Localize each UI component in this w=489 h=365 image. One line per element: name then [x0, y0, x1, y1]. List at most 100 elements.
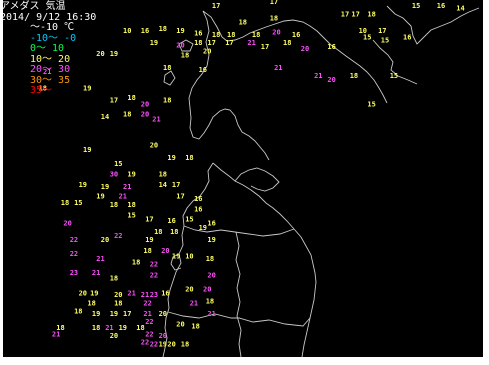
- legend-range-label: -10～ -0: [30, 32, 77, 44]
- station-temperature: 18: [283, 39, 291, 47]
- observation-datetime: 2014/ 9/12 16:30: [0, 11, 97, 23]
- station-temperature: 22: [114, 232, 122, 240]
- station-temperature: 17: [270, 0, 278, 6]
- station-temperature: 21: [127, 289, 135, 297]
- coastline-rishiri-island: [178, 39, 194, 52]
- station-temperature: 21: [274, 64, 282, 72]
- station-temperature: 19: [101, 183, 109, 191]
- station-temperature: 19: [199, 224, 207, 232]
- station-temperature: 18: [227, 31, 235, 39]
- station-temperature: 20: [150, 142, 158, 150]
- station-temperature: 19: [83, 84, 91, 92]
- station-temperature: 20: [161, 247, 169, 255]
- station-temperature: 22: [150, 261, 158, 269]
- station-temperature: 14: [456, 5, 464, 13]
- station-temperature: 16: [194, 195, 202, 203]
- station-temperature: 20: [185, 285, 193, 293]
- station-temperature: 19: [172, 253, 180, 261]
- station-temperature: 18: [181, 340, 189, 348]
- legend-range-label: 20～ 30: [30, 64, 71, 75]
- station-temperature: 15: [381, 37, 389, 45]
- station-temperature: 20: [176, 321, 184, 329]
- station-temperature: 19: [79, 181, 87, 189]
- station-temperature: 16: [194, 29, 202, 37]
- station-temperature: 19: [159, 340, 167, 348]
- station-temperature: 14: [101, 113, 109, 121]
- station-temperature: 20: [203, 47, 211, 55]
- station-temperature: 18: [270, 15, 278, 23]
- coastline-mutsu-bay: [234, 167, 280, 192]
- station-temperature: 18: [127, 94, 135, 102]
- station-temperature: 17: [176, 193, 184, 201]
- station-temperature: 19: [110, 50, 118, 58]
- station-temperature: 17: [145, 216, 153, 224]
- station-temperature: 18: [136, 324, 144, 332]
- station-temperature: 18: [191, 322, 199, 330]
- station-temperature: 20: [101, 236, 109, 244]
- station-temperature: 18: [74, 308, 82, 316]
- station-temperature: 18: [110, 201, 118, 209]
- station-temperature: 20: [159, 310, 167, 318]
- border-aomori: [183, 225, 295, 237]
- border-akita-iwate: [235, 231, 242, 357]
- station-temperature: 21: [314, 72, 322, 80]
- station-temperature: 15: [74, 199, 82, 207]
- station-temperature: 16: [207, 220, 215, 228]
- station-temperature: 18: [114, 299, 122, 307]
- station-temperature: 19: [96, 193, 104, 201]
- station-temperature: 21: [119, 193, 127, 201]
- station-temperature: 19: [110, 310, 118, 318]
- station-temperature: 17: [110, 97, 118, 105]
- station-temperature: 20: [301, 45, 309, 53]
- station-temperature: 21: [190, 299, 198, 307]
- legend-range-label: 10～ 20: [30, 53, 71, 65]
- legend-item: 0～ 10: [0, 43, 96, 55]
- station-temperature: 21: [52, 331, 60, 339]
- legend-item: -10～ -0: [0, 32, 96, 45]
- station-temperature: 19: [83, 146, 91, 154]
- legend-item: 30～ 35: [0, 75, 96, 87]
- station-temperature: 18: [56, 324, 64, 332]
- station-temperature: 10: [123, 27, 131, 35]
- station-temperature: 16: [194, 206, 202, 214]
- station-temperature: 23: [70, 269, 78, 277]
- coastlines: [162, 5, 480, 357]
- station-temperature: 20: [79, 289, 87, 297]
- legend-range-label: ～-10 ℃: [30, 22, 75, 33]
- station-temperature: 16: [327, 43, 335, 51]
- station-temperature: 18: [39, 84, 47, 92]
- coastline-oga-peninsula: [170, 253, 182, 271]
- station-temperature: 18: [350, 72, 358, 80]
- station-temperature: 20: [114, 291, 122, 299]
- coastline-okushiri-island: [163, 70, 176, 86]
- station-temperature: 15: [127, 212, 135, 220]
- station-temperature: 20: [110, 332, 118, 340]
- border-south: [167, 311, 311, 327]
- station-temperature: 20: [159, 332, 167, 340]
- station-temperature: 20: [141, 101, 149, 109]
- station-temperature: 18: [212, 31, 220, 39]
- station-temperature: 10: [359, 27, 367, 35]
- station-temperature: 17: [378, 27, 386, 35]
- legend-item: 20～ 30: [0, 64, 96, 76]
- station-temperature: 18: [206, 298, 214, 306]
- station-temperature: 20: [141, 111, 149, 119]
- station-temperature: 18: [252, 31, 260, 39]
- coastline-hokkaido-west: [188, 10, 270, 161]
- station-temperature: 15: [412, 2, 420, 10]
- station-temperature: 17: [123, 310, 131, 318]
- station-temperature: 20: [203, 285, 211, 293]
- station-temperature: 20: [96, 50, 104, 58]
- station-temperature: 16: [161, 289, 169, 297]
- station-temperature: 22: [145, 318, 153, 326]
- station-temperature: 15: [367, 101, 375, 109]
- station-temperature: 21: [152, 116, 160, 124]
- station-temperature: 20: [63, 220, 71, 228]
- legend-list: ～-10 ℃ -10～ -0 0～ 10 10～ 20 20～ 30 30～ 35 35～: [0, 22, 96, 97]
- station-temperature: 21: [105, 324, 113, 332]
- station-temperature: 16: [199, 66, 207, 74]
- station-temperature: 21: [123, 183, 131, 191]
- station-temperature: 18: [159, 170, 167, 178]
- station-temperature: 16: [292, 31, 300, 39]
